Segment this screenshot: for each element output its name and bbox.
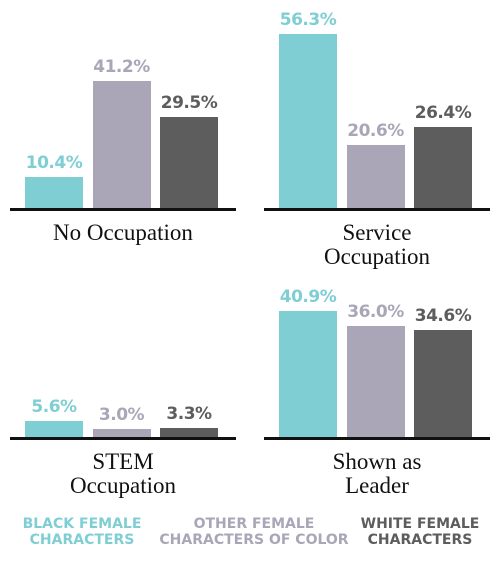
bar [279, 33, 337, 209]
value-label: 3.3% [166, 403, 212, 424]
legend-entry: WHITE FEMALE CHARACTERS [360, 516, 480, 548]
value-label: 26.4% [414, 102, 472, 123]
bar [160, 427, 218, 438]
value-label: 10.4% [25, 152, 83, 173]
baseline [264, 437, 490, 440]
baseline [10, 208, 236, 211]
value-label: 36.0% [347, 301, 404, 322]
bar [414, 126, 472, 209]
bar [25, 176, 83, 209]
bar [25, 420, 83, 438]
bar [346, 144, 405, 209]
value-label: 5.6% [31, 396, 77, 417]
value-label: 29.5% [160, 93, 218, 114]
value-label: 34.6% [414, 306, 472, 327]
value-label: 20.6% [347, 120, 404, 141]
panel-title: Service Occupation [323, 220, 430, 269]
legend-entry: BLACK FEMALE CHARACTERS [22, 516, 142, 548]
bar [92, 428, 151, 438]
bar [160, 117, 218, 209]
panel-title: STEM Occupation [69, 449, 176, 498]
bar [346, 325, 405, 438]
panel-title: Shown as Leader [332, 449, 422, 498]
bar [92, 80, 151, 209]
legend-entry: OTHER FEMALE CHARACTERS OF COLOR [159, 516, 349, 548]
bar [279, 310, 337, 438]
baseline [264, 208, 490, 211]
panel-title: No Occupation [53, 220, 193, 245]
value-label: 41.2% [93, 56, 150, 77]
value-label: 40.9% [279, 286, 337, 307]
value-label: 56.3% [279, 9, 337, 30]
bar [414, 330, 472, 438]
value-label: 3.0% [98, 404, 145, 425]
baseline [10, 437, 236, 440]
